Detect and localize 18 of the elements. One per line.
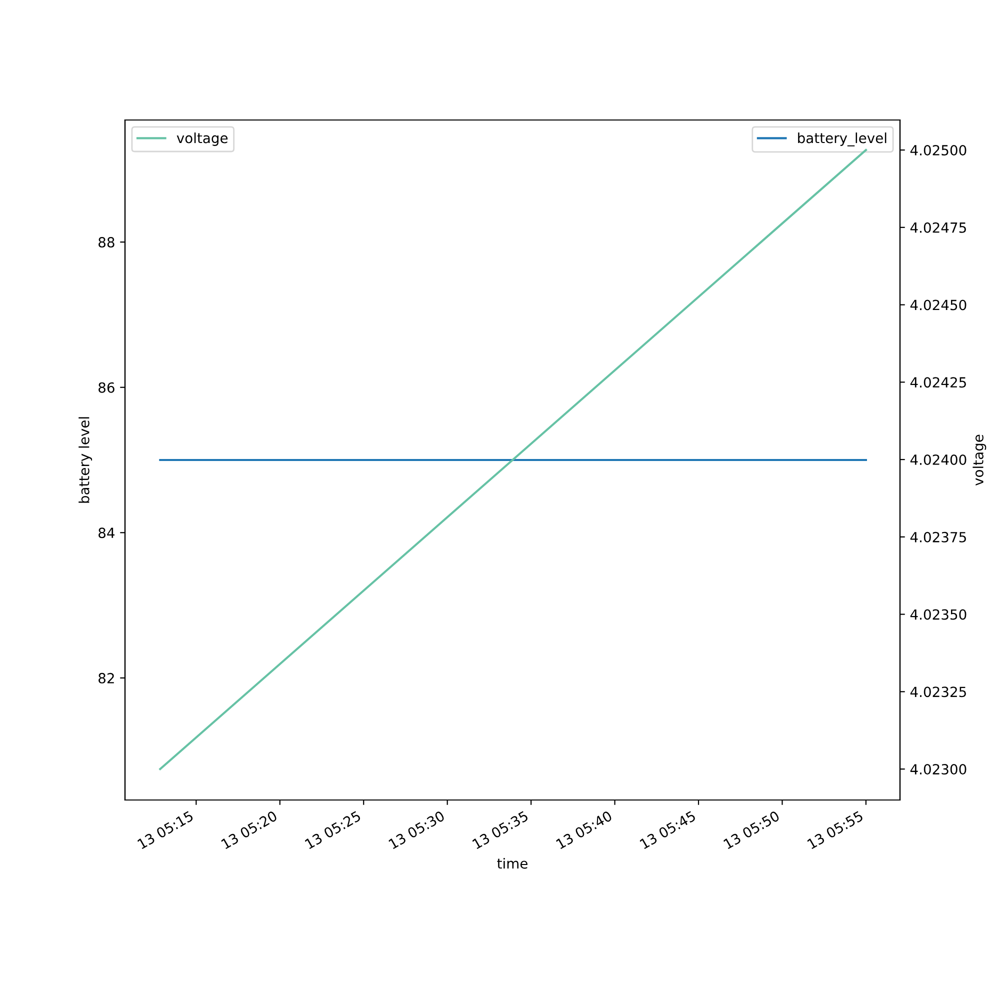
- y-tick-label: 84: [98, 528, 114, 538]
- y-tick-label: 88: [98, 237, 114, 248]
- y2-tick-label: 4.02400: [910, 454, 966, 466]
- x-axis-title: time: [497, 858, 528, 869]
- y-tick-label: 86: [98, 382, 114, 393]
- y2-tick-label: 4.02325: [910, 686, 966, 698]
- y2-tick-label: 4.02475: [910, 222, 966, 233]
- y2-tick-label: 4.02425: [910, 377, 966, 388]
- y-axis-title: battery level: [78, 417, 92, 503]
- legend-label: battery_level: [798, 132, 886, 146]
- y2-tick-label: 4.02450: [910, 300, 966, 310]
- y2-tick-label: 4.02500: [910, 144, 966, 156]
- y2-tick-label: 4.02350: [910, 609, 966, 620]
- y-tick-label: 82: [98, 672, 114, 684]
- y2-tick-label: 4.02300: [910, 764, 966, 775]
- y2-tick-label: 4.02375: [910, 532, 966, 542]
- y2-axis-title: voltage: [972, 434, 986, 486]
- legend-label: voltage: [176, 132, 228, 146]
